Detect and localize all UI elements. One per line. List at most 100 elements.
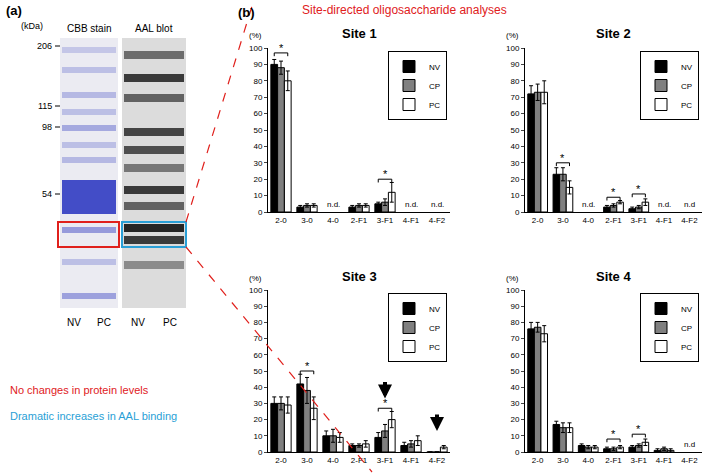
svg-text:4-F1: 4-F1 [403,456,420,465]
svg-text:100: 100 [249,44,263,53]
svg-text:n.d: n.d [684,440,695,449]
svg-text:PC: PC [429,101,440,110]
svg-text:4-0: 4-0 [582,216,594,225]
svg-text:AAL blot: AAL blot [135,23,173,34]
svg-text:90: 90 [510,60,519,69]
svg-text:60: 60 [510,351,519,360]
svg-text:CP: CP [429,324,440,333]
svg-text:2-F1: 2-F1 [605,456,622,465]
svg-text:20: 20 [253,175,262,184]
svg-text:3-0: 3-0 [557,216,569,225]
svg-text:Site 4: Site 4 [596,269,631,284]
svg-text:4-F1: 4-F1 [656,456,673,465]
svg-text:40: 40 [510,383,519,392]
svg-text:70: 70 [253,334,262,343]
svg-text:*: * [279,42,284,54]
svg-text:PC: PC [681,101,692,110]
svg-text:90: 90 [510,302,519,311]
svg-text:(%): (%) [249,274,262,283]
svg-text:PC: PC [97,317,111,328]
svg-text:(kDa): (kDa) [21,21,43,31]
svg-text:70: 70 [510,93,519,102]
svg-text:3-F1: 3-F1 [631,216,648,225]
svg-text:0: 0 [515,448,520,457]
svg-text:(%): (%) [249,31,262,40]
svg-text:60: 60 [253,109,262,118]
svg-text:NV: NV [67,317,81,328]
svg-text:(%): (%) [506,274,519,283]
svg-text:NV: NV [681,63,693,72]
svg-text:4-0: 4-0 [327,456,339,465]
svg-text:40: 40 [253,383,262,392]
svg-text:*: * [611,186,616,198]
svg-text:10: 10 [253,191,262,200]
svg-text:60: 60 [253,351,262,360]
svg-text:CP: CP [681,82,692,91]
svg-text:2-F1: 2-F1 [351,456,368,465]
svg-text:NV: NV [131,317,145,328]
svg-text:CBB stain: CBB stain [67,23,111,34]
svg-text:10: 10 [510,432,519,441]
svg-text:n.d.: n.d. [658,200,671,209]
svg-text:Dramatic increases in AAL bind: Dramatic increases in AAL binding [10,410,177,422]
svg-text:206: 206 [37,41,52,51]
svg-text:*: * [383,168,388,180]
svg-text:3-0: 3-0 [301,456,313,465]
svg-text:60: 60 [510,109,519,118]
svg-text:n.d.: n.d. [582,200,595,209]
svg-text:Site-directed oligosaccharide: Site-directed oligosaccharide analyses [302,3,507,17]
svg-text:30: 30 [510,399,519,408]
svg-text:115: 115 [38,101,52,111]
svg-text:10: 10 [510,191,519,200]
svg-text:98: 98 [42,122,52,132]
svg-text:2-F1: 2-F1 [351,216,368,225]
svg-text:3-0: 3-0 [557,456,569,465]
svg-text:3-0: 3-0 [301,216,313,225]
svg-text:20: 20 [510,175,519,184]
svg-text:80: 80 [510,318,519,327]
svg-text:0: 0 [258,208,263,217]
svg-text:4-F1: 4-F1 [656,216,673,225]
svg-text:(%): (%) [506,31,519,40]
svg-text:50: 50 [253,367,262,376]
svg-text:*: * [560,152,565,164]
svg-text:*: * [636,183,641,195]
svg-text:70: 70 [510,334,519,343]
svg-text:30: 30 [510,159,519,168]
svg-text:4-0: 4-0 [327,216,339,225]
svg-text:CP: CP [681,324,692,333]
svg-text:Site 3: Site 3 [342,269,377,284]
svg-text:10: 10 [253,432,262,441]
svg-text:3-F1: 3-F1 [377,456,394,465]
svg-text:*: * [611,428,616,440]
svg-text:3-F1: 3-F1 [377,216,394,225]
svg-text:80: 80 [253,77,262,86]
svg-text:50: 50 [510,367,519,376]
svg-text:NV: NV [429,305,441,314]
svg-text:4-F2: 4-F2 [681,216,698,225]
svg-text:100: 100 [506,286,520,295]
svg-text:4-F1: 4-F1 [403,216,420,225]
svg-text:n.d.: n.d. [431,200,444,209]
svg-text:50: 50 [253,126,262,135]
svg-text:(b): (b) [238,5,255,20]
svg-text:NV: NV [429,63,441,72]
svg-text:80: 80 [510,77,519,86]
svg-text:40: 40 [253,142,262,151]
svg-text:0: 0 [258,448,263,457]
svg-text:2-F1: 2-F1 [605,216,622,225]
svg-text:30: 30 [253,159,262,168]
svg-text:2-0: 2-0 [532,456,544,465]
svg-text:30: 30 [253,399,262,408]
svg-text:*: * [636,423,641,435]
svg-text:No changes in protein levels: No changes in protein levels [10,384,149,396]
svg-text:(a): (a) [6,3,22,18]
svg-text:4-F2: 4-F2 [681,456,698,465]
svg-text:n.d.: n.d. [327,200,340,209]
svg-text:40: 40 [510,142,519,151]
svg-text:0: 0 [515,208,520,217]
svg-text:NV: NV [681,305,693,314]
svg-text:20: 20 [510,415,519,424]
svg-text:2-0: 2-0 [532,216,544,225]
svg-text:PC: PC [163,317,177,328]
